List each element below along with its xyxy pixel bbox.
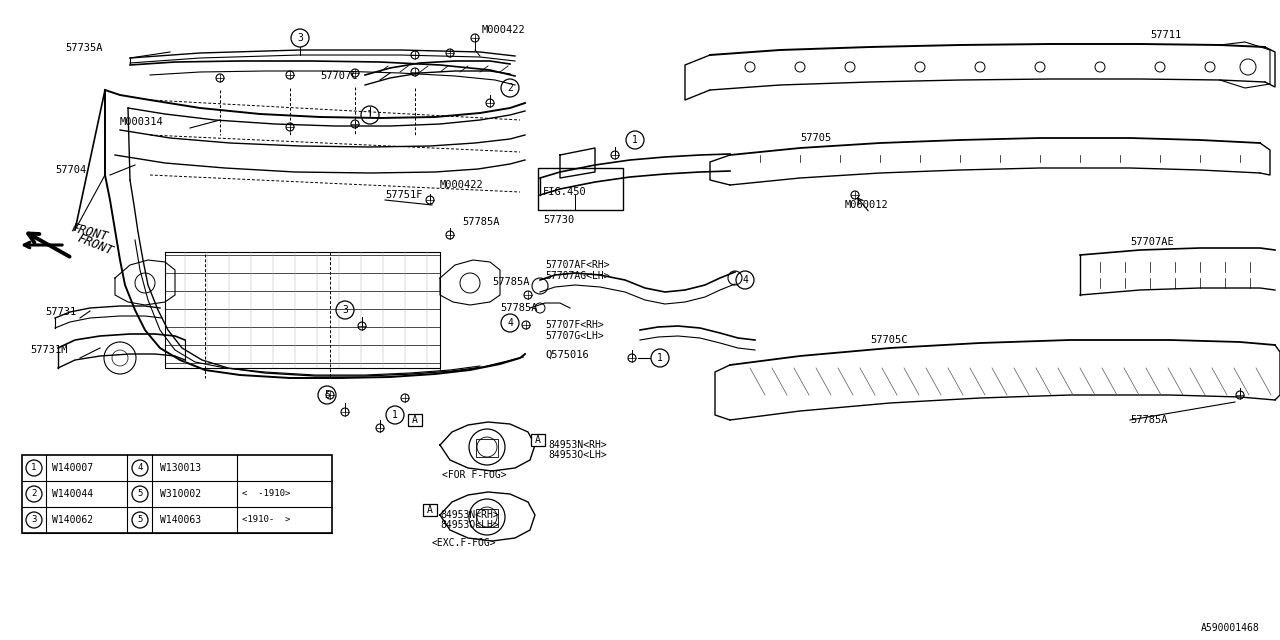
Bar: [408, 414, 422, 426]
Text: <EXC.F-FOG>: <EXC.F-FOG>: [433, 538, 497, 548]
Text: 1: 1: [31, 463, 37, 472]
Text: 3: 3: [31, 515, 37, 525]
Text: 57751F: 57751F: [385, 190, 422, 200]
Text: FIG.450: FIG.450: [543, 187, 586, 197]
Text: 57707AF<RH>: 57707AF<RH>: [545, 260, 609, 270]
Bar: [531, 434, 545, 446]
Text: 57731: 57731: [45, 307, 77, 317]
Text: A590001468: A590001468: [1201, 623, 1260, 633]
Text: 2: 2: [507, 83, 513, 93]
Text: 1: 1: [657, 353, 663, 363]
Text: W130013: W130013: [160, 463, 201, 473]
Text: A: A: [535, 435, 541, 445]
Text: 5: 5: [137, 490, 142, 499]
Bar: [22, 455, 332, 533]
Text: 84953O<LH>: 84953O<LH>: [440, 520, 499, 530]
Text: <FOR F-FOG>: <FOR F-FOG>: [442, 470, 507, 480]
Text: 57705: 57705: [800, 133, 831, 143]
Bar: [476, 439, 498, 457]
Text: Q575016: Q575016: [545, 350, 589, 360]
Text: M000314: M000314: [120, 117, 164, 127]
Text: A: A: [412, 415, 419, 425]
Text: 3: 3: [342, 305, 348, 315]
Text: FRONT: FRONT: [76, 232, 115, 258]
Text: W140062: W140062: [52, 515, 93, 525]
Text: 57707AG<LH>: 57707AG<LH>: [545, 271, 609, 281]
Text: 57785A: 57785A: [492, 277, 530, 287]
Text: 57707F<RH>: 57707F<RH>: [545, 320, 604, 330]
Text: 84953N<RH>: 84953N<RH>: [548, 440, 607, 450]
Text: 57707C: 57707C: [320, 71, 357, 81]
Text: 1: 1: [392, 410, 398, 420]
Bar: [538, 168, 623, 210]
Text: 57735A: 57735A: [65, 43, 102, 53]
Text: M060012: M060012: [845, 200, 888, 210]
Text: 5: 5: [324, 390, 330, 400]
Text: M000422: M000422: [483, 25, 526, 35]
Text: 1: 1: [632, 135, 637, 145]
Text: 4: 4: [507, 318, 513, 328]
Text: W140063: W140063: [160, 515, 201, 525]
Text: 5: 5: [137, 515, 142, 525]
Text: 57707AE: 57707AE: [1130, 237, 1174, 247]
Text: 57785A: 57785A: [500, 303, 538, 313]
Bar: [422, 504, 436, 516]
Text: 2: 2: [31, 490, 37, 499]
Text: W310002: W310002: [160, 489, 201, 499]
Text: <1910-  >: <1910- >: [242, 515, 291, 525]
Text: 84953O<LH>: 84953O<LH>: [548, 450, 607, 460]
Text: A: A: [428, 505, 433, 515]
Text: 57707G<LH>: 57707G<LH>: [545, 331, 604, 341]
Text: 57705C: 57705C: [870, 335, 908, 345]
Text: <  -1910>: < -1910>: [242, 490, 291, 499]
Text: 84953N<RH>: 84953N<RH>: [440, 510, 499, 520]
Text: 57731M: 57731M: [29, 345, 68, 355]
Text: W140044: W140044: [52, 489, 93, 499]
Text: M000422: M000422: [440, 180, 484, 190]
Text: 3: 3: [297, 33, 303, 43]
Text: 57785A: 57785A: [462, 217, 499, 227]
Text: FRONT: FRONT: [70, 221, 110, 243]
Text: 57704: 57704: [55, 165, 86, 175]
Text: 57711: 57711: [1149, 30, 1181, 40]
Text: 4: 4: [137, 463, 142, 472]
Text: 1: 1: [367, 110, 372, 120]
Text: 4: 4: [742, 275, 748, 285]
Bar: [476, 509, 498, 527]
Text: 57785A: 57785A: [1130, 415, 1167, 425]
Text: W140007: W140007: [52, 463, 93, 473]
Text: 57730: 57730: [543, 215, 575, 225]
